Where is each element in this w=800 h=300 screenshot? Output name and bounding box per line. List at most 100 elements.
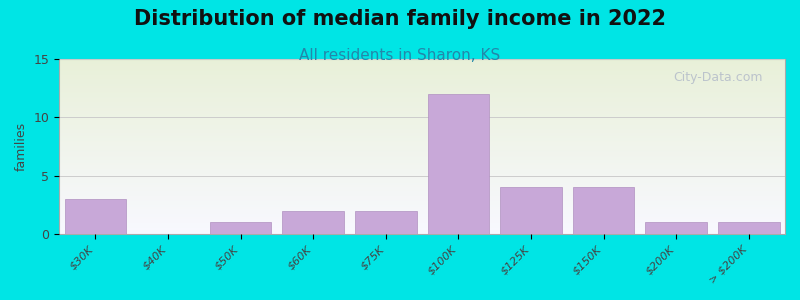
Bar — [59, 67, 785, 68]
Bar — [59, 189, 785, 190]
Bar — [59, 223, 785, 224]
Bar — [718, 222, 779, 234]
Bar — [59, 163, 785, 164]
Bar — [59, 77, 785, 78]
Bar — [59, 112, 785, 113]
Bar — [59, 194, 785, 195]
Bar — [59, 153, 785, 154]
Bar — [59, 209, 785, 210]
Bar — [59, 230, 785, 231]
Bar — [59, 220, 785, 221]
Bar — [59, 185, 785, 186]
Bar — [59, 213, 785, 214]
Bar — [59, 131, 785, 132]
Bar — [59, 196, 785, 197]
Bar — [59, 186, 785, 187]
Bar — [59, 202, 785, 203]
Bar — [59, 172, 785, 173]
Bar — [59, 73, 785, 74]
Bar — [59, 180, 785, 181]
Bar — [59, 90, 785, 91]
Bar — [59, 126, 785, 127]
Bar — [59, 127, 785, 128]
Bar — [59, 79, 785, 80]
Bar — [59, 222, 785, 223]
Bar — [59, 155, 785, 156]
Bar — [59, 91, 785, 92]
Bar — [59, 144, 785, 145]
Bar — [59, 81, 785, 82]
Bar — [59, 104, 785, 105]
Bar — [59, 141, 785, 142]
Bar — [59, 198, 785, 199]
Bar — [59, 187, 785, 188]
Bar — [59, 150, 785, 151]
Bar — [59, 68, 785, 69]
Bar — [59, 125, 785, 126]
Bar — [59, 134, 785, 135]
Bar — [59, 147, 785, 148]
Bar — [59, 171, 785, 172]
Bar — [59, 176, 785, 177]
Bar — [59, 203, 785, 204]
Bar — [59, 74, 785, 75]
Bar — [59, 215, 785, 216]
Bar — [59, 71, 785, 72]
Bar — [59, 195, 785, 196]
Bar — [59, 214, 785, 215]
Bar — [59, 119, 785, 120]
Bar — [59, 118, 785, 119]
Bar — [59, 210, 785, 211]
Bar — [59, 199, 785, 200]
Bar — [59, 191, 785, 192]
Bar — [59, 154, 785, 155]
Bar — [59, 138, 785, 139]
Bar — [59, 169, 785, 170]
Bar — [59, 145, 785, 146]
Bar — [59, 133, 785, 134]
Bar — [59, 130, 785, 131]
Bar — [59, 65, 785, 66]
Bar — [59, 120, 785, 121]
Bar — [59, 160, 785, 161]
Bar — [59, 218, 785, 219]
Bar — [59, 102, 785, 103]
Text: Distribution of median family income in 2022: Distribution of median family income in … — [134, 9, 666, 29]
Bar — [59, 158, 785, 159]
Bar — [59, 208, 785, 209]
Bar — [59, 182, 785, 183]
Bar — [59, 219, 785, 220]
Bar — [59, 63, 785, 64]
Bar — [59, 156, 785, 157]
Bar — [59, 85, 785, 86]
Bar — [59, 192, 785, 193]
Bar — [59, 152, 785, 153]
Bar — [59, 97, 785, 98]
Bar — [65, 199, 126, 234]
Text: City-Data.com: City-Data.com — [674, 71, 763, 84]
Bar — [59, 106, 785, 107]
Bar — [59, 197, 785, 198]
Bar — [59, 72, 785, 73]
Bar — [59, 166, 785, 167]
Bar — [573, 187, 634, 234]
Bar — [59, 135, 785, 136]
Bar — [59, 86, 785, 87]
Bar — [59, 211, 785, 212]
Bar — [59, 137, 785, 138]
Bar — [59, 227, 785, 228]
Bar — [59, 149, 785, 150]
Bar — [59, 123, 785, 124]
Bar — [59, 107, 785, 108]
Bar — [59, 118, 785, 119]
Bar — [59, 84, 785, 85]
Bar — [210, 222, 271, 234]
Bar — [59, 62, 785, 63]
Bar — [59, 183, 785, 184]
Bar — [59, 82, 785, 83]
Bar — [59, 178, 785, 179]
Bar — [59, 173, 785, 174]
Bar — [646, 222, 707, 234]
Bar — [59, 184, 785, 185]
Bar — [59, 190, 785, 191]
